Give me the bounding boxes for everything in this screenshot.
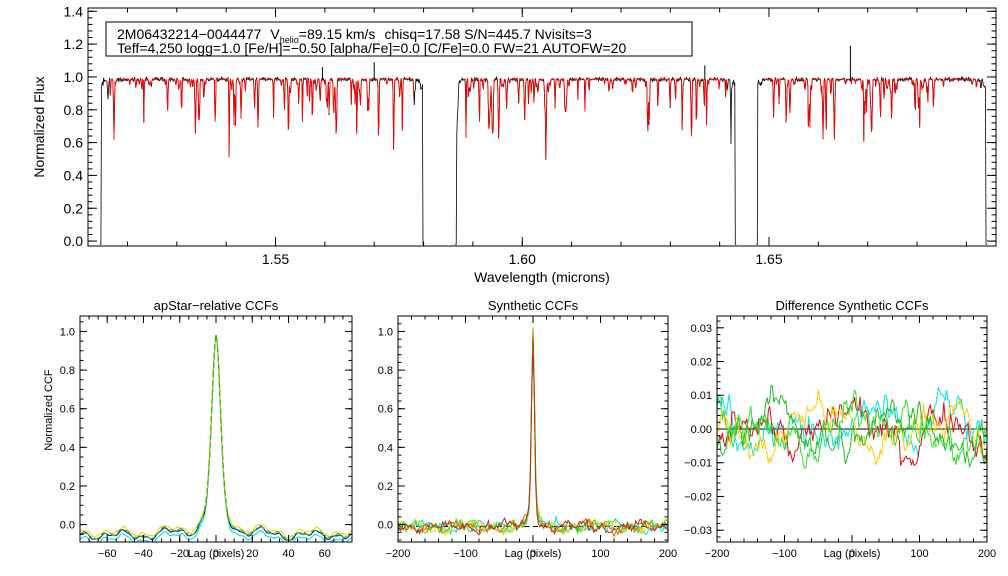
x-tick-label: 60 — [319, 548, 331, 560]
x-tick-label: −40 — [134, 548, 153, 560]
y-tick-label: 1.0 — [378, 326, 393, 338]
x-tick-label: −20 — [170, 548, 189, 560]
spectrum-info-box: 2M06432214−0044477 Vhelio=89.15 km/s chisq… — [105, 21, 693, 57]
x-tick-label: −200 — [705, 548, 730, 560]
y-tick-label: 0.2 — [64, 200, 84, 216]
series-visit-4 — [716, 384, 988, 469]
series-model — [109, 77, 980, 159]
series-observed-spikes — [321, 45, 851, 81]
vhelio-subscript: helio — [280, 35, 299, 45]
difference-ccf-ticks: −200 −100 0 100 200 −0.03 −0.02 −0.01 0.00 0.01 0.… — [684, 316, 996, 560]
x-tick-label: 0 — [530, 548, 536, 560]
y-tick-label: 1.0 — [60, 326, 75, 338]
series-visit-5 — [716, 389, 988, 470]
series-combined — [79, 334, 353, 541]
x-tick-label: −60 — [98, 548, 117, 560]
synthetic-ccf-ticks: −200 −100 0 100 200 0.0 0.2 0.4 0.6 0.8 1.0 — [378, 315, 677, 560]
apstar-ccf-series — [79, 334, 353, 543]
y-tick-label: 0.8 — [60, 365, 75, 377]
y-tick-label: 0.6 — [64, 135, 84, 151]
difference-ccf-panel: −200 −100 0 100 200 −0.03 −0.02 −0.01 0.00 0.01 0.… — [684, 298, 996, 560]
spectrum-x-label: Wavelength (microns) — [474, 269, 610, 285]
y-tick-label: 1.0 — [64, 69, 84, 85]
spectrum-panel: 1.55 1.60 1.65 0.0 0.2 0.4 0.6 0.8 1.0 1.2 1.4 2M0… — [31, 3, 997, 285]
y-tick-label: 0.8 — [64, 102, 84, 118]
series-visit-1 — [79, 335, 353, 543]
difference-ccf-x-label: Lag (pixels) — [824, 548, 881, 560]
info-line-2: Teff=4,250 logg=1.0 [Fe/H]=−0.50 [alpha/… — [117, 40, 626, 56]
x-tick-label: 20 — [246, 548, 258, 560]
y-tick-label: 0.01 — [691, 390, 712, 402]
apstar-ccf-panel: −60 −40 −20 0 20 40 60 0.0 0.2 0.4 0.6 0.8 1.0 apSta… — [43, 298, 353, 560]
y-tick-label: 0.02 — [691, 356, 712, 368]
vhelio-value: =89.15 km/s — [299, 26, 376, 42]
spectrum-frame — [87, 7, 997, 247]
x-tick-label: 100 — [910, 548, 928, 560]
y-tick-label: 0.6 — [378, 404, 393, 416]
y-tick-label: −0.01 — [684, 458, 712, 470]
vhelio-symbol: V — [270, 26, 280, 42]
apstar-ccf-y-label: Normalized CCF — [43, 369, 55, 451]
info-line-1: 2M06432214−0044477 Vhelio=89.15 km/s chisq… — [117, 26, 592, 45]
series-visit-2 — [398, 327, 669, 537]
y-tick-label: 0.8 — [378, 365, 393, 377]
series-visit-3 — [397, 328, 669, 536]
y-tick-label: 0.2 — [378, 481, 393, 493]
spectrum-series — [99, 45, 988, 245]
series-visit-3 — [716, 389, 988, 466]
synthetic-ccf-series — [397, 327, 669, 539]
y-tick-label: 0.0 — [378, 520, 393, 532]
fit-stats: chisq=17.58 S/N=445.7 Nvisits=3 — [384, 26, 592, 42]
x-tick-label: −200 — [386, 548, 411, 560]
x-tick-label: 40 — [282, 548, 294, 560]
series-combined — [397, 330, 669, 539]
x-tick-label: 1.65 — [755, 251, 782, 267]
apstar-ccf-x-label: Lag (pixels) — [188, 548, 245, 560]
y-tick-label: 0.4 — [378, 442, 393, 454]
spectrum-y-label: Normalized Flux — [31, 76, 47, 177]
synthetic-ccf-title: Synthetic CCFs — [488, 298, 579, 313]
y-tick-label: 0.4 — [60, 442, 75, 454]
x-tick-label: 200 — [978, 548, 996, 560]
y-tick-label: 0.6 — [60, 404, 75, 416]
x-tick-label: −100 — [453, 548, 478, 560]
y-tick-label: 1.2 — [64, 36, 84, 52]
x-tick-label: −100 — [772, 548, 797, 560]
series-star — [397, 340, 669, 536]
x-tick-label: 0 — [849, 548, 855, 560]
y-tick-label: 0.0 — [60, 520, 75, 532]
apstar-ccf-ticks: −60 −40 −20 0 20 40 60 0.0 0.2 0.4 0.6 0.8 1.0 — [60, 316, 353, 560]
x-tick-label: 200 — [659, 548, 677, 560]
x-tick-label: 100 — [591, 548, 609, 560]
y-tick-label: 0.4 — [64, 167, 84, 183]
y-tick-label: 0.2 — [60, 481, 75, 493]
x-tick-label: 1.55 — [262, 251, 289, 267]
y-tick-label: −0.03 — [684, 525, 712, 537]
synthetic-ccf-panel: −200 −100 0 100 200 0.0 0.2 0.4 0.6 0.8 1.0 Synthe… — [378, 298, 677, 560]
star-id: 2M06432214−0044477 — [117, 26, 262, 42]
y-tick-label: 0.0 — [64, 233, 84, 249]
y-tick-label: 1.4 — [64, 3, 84, 19]
spectrum-ticks: 1.55 1.60 1.65 0.0 0.2 0.4 0.6 0.8 1.0 1.2 1.4 — [64, 3, 996, 267]
synthetic-ccf-x-label: Lag (pixels) — [505, 548, 562, 560]
y-tick-label: −0.02 — [684, 491, 712, 503]
y-tick-label: 0.00 — [691, 424, 712, 436]
info-box-frame — [105, 21, 693, 57]
x-tick-label: 1.60 — [509, 251, 536, 267]
y-tick-label: 0.03 — [691, 323, 712, 335]
series-visit-2 — [716, 396, 988, 467]
x-tick-label: 0 — [213, 548, 219, 560]
apstar-ccf-title: apStar−relative CCFs — [154, 298, 279, 313]
difference-ccf-title: Difference Synthetic CCFs — [776, 298, 929, 313]
difference-ccf-series — [716, 384, 988, 470]
